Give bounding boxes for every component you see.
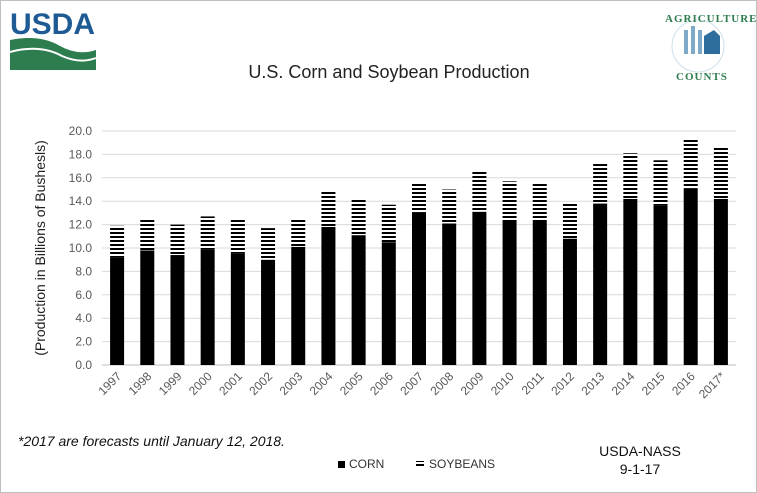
legend-soybeans-swatch (416, 461, 424, 468)
bar-corn-2007 (412, 212, 426, 365)
bar-soybeans-2002 (261, 228, 276, 260)
usda-logo: USDA (9, 8, 97, 70)
y-tick-label: 18.0 (69, 147, 93, 161)
x-tick-label: 2014 (609, 369, 638, 398)
bar-corn-2003 (291, 246, 306, 365)
bar-corn-2008 (442, 223, 457, 365)
bar-soybeans-2000 (200, 216, 215, 250)
y-tick-label: 20.0 (69, 124, 93, 138)
y-tick-label: 16.0 (69, 171, 93, 185)
bar-corn-2005 (351, 235, 366, 365)
bar-corn-2000 (200, 249, 215, 365)
bar-soybeans-2016 (683, 138, 698, 189)
x-tick-label: 2007 (397, 369, 426, 398)
bar-corn-2010 (502, 219, 517, 365)
x-tick-label: 2002 (246, 369, 275, 398)
chart-title: U.S. Corn and Soybean Production (248, 62, 529, 82)
bar-soybeans-2010 (502, 181, 517, 220)
bar-soybeans-2005 (351, 198, 366, 236)
source-date: 9-1-17 (620, 461, 661, 477)
seal-top-text: AGRICULTURE (665, 13, 757, 25)
bar-corn-2009 (472, 211, 487, 365)
y-tick-label: 0.0 (75, 358, 92, 372)
x-tick-label: 1998 (126, 369, 155, 398)
legend-soybeans-label: SOYBEANS (429, 457, 495, 471)
bar-soybeans-2007 (412, 182, 426, 213)
x-tick-label: 2015 (639, 369, 668, 398)
x-tick-label: 2006 (367, 369, 396, 398)
seal-barn-icon (704, 30, 720, 54)
bar-soybeans-2004 (321, 190, 336, 227)
bar-soybeans-2001 (230, 219, 245, 254)
bar-soybeans-2009 (472, 171, 487, 212)
bar-soybeans-2013 (593, 163, 608, 204)
seal-silo-icon (684, 30, 688, 54)
x-tick-label: 2000 (186, 369, 215, 398)
bar-corn-2015 (653, 205, 668, 365)
bar-soybeans-2003 (291, 218, 306, 247)
y-axis-label: (Production in Billions of Bushesls) (32, 140, 48, 356)
bars (110, 138, 728, 365)
bar-soybeans-1999 (170, 224, 185, 256)
bar-soybeans-2015 (653, 160, 668, 206)
y-tick-label: 12.0 (69, 218, 93, 232)
legend: CORN SOYBEANS (338, 457, 495, 471)
y-tick-label: 10.0 (69, 241, 93, 255)
usda-logo-field-icon (10, 38, 96, 70)
x-axis-ticks: 1997 1998 1999 2000 2001 2002 2003 2004 2005 2006… (95, 369, 728, 401)
bar-soybeans-2012 (562, 203, 577, 239)
y-tick-label: 8.0 (75, 264, 92, 278)
bar-corn-2016 (683, 188, 698, 365)
bar-soybeans-2014 (623, 153, 638, 199)
bar-soybeans-2006 (381, 204, 396, 243)
x-tick-label: 2009 (458, 369, 487, 398)
bar-corn-2001 (230, 253, 245, 365)
x-tick-label: 2003 (277, 369, 306, 398)
bar-soybeans-2017 (713, 147, 728, 199)
bar-soybeans-1998 (140, 218, 155, 251)
x-tick-label: 2016 (669, 369, 698, 398)
x-tick-label: 2008 (428, 369, 457, 398)
y-tick-label: 6.0 (75, 288, 92, 302)
x-tick-label: 2011 (519, 369, 547, 397)
bar-corn-2002 (261, 259, 276, 365)
bar-corn-2004 (321, 226, 336, 365)
forecast-footnote: *2017 are forecasts until January 12, 20… (18, 433, 285, 449)
bar-corn-2006 (381, 242, 396, 365)
x-tick-label: 2010 (488, 369, 517, 398)
y-axis-ticks: 0.0 2.0 4.0 6.0 8.0 10.0 12.0 14.0 16.0 18.0 20.0 (69, 124, 93, 372)
bar-corn-1999 (170, 255, 185, 365)
x-tick-label: 2012 (548, 369, 577, 398)
x-tick-label: 2013 (578, 369, 607, 398)
legend-corn-label: CORN (349, 457, 384, 471)
bar-corn-2014 (623, 198, 638, 365)
y-tick-label: 4.0 (75, 311, 92, 325)
usda-logo-furrow-icon (9, 47, 97, 62)
bar-soybeans-2008 (442, 189, 457, 224)
y-tick-label: 14.0 (69, 194, 93, 208)
bar-corn-2012 (562, 238, 577, 365)
bar-corn-2011 (532, 219, 547, 365)
bar-corn-1997 (110, 257, 125, 365)
source-agency: USDA-NASS (599, 443, 681, 459)
bar-corn-2013 (593, 203, 608, 365)
legend-corn-swatch (338, 461, 345, 468)
bar-corn-1998 (140, 250, 155, 365)
x-tick-label: 2001 (216, 369, 245, 398)
bar-soybeans-1997 (110, 225, 125, 258)
seal-bottom-text: COUNTS (676, 71, 728, 83)
bar-soybeans-2011 (532, 183, 547, 220)
x-tick-label: 1997 (95, 369, 124, 398)
bar-corn-2017 (713, 198, 728, 365)
x-tick-label: 2004 (307, 369, 336, 398)
agriculture-counts-seal: AGRICULTURE COUNTS (665, 13, 757, 83)
usda-logo-wordmark: USDA (10, 8, 95, 41)
x-tick-label: 2017* (696, 369, 728, 401)
x-tick-label: 1999 (156, 369, 185, 398)
y-tick-label: 2.0 (75, 335, 92, 349)
x-tick-label: 2005 (337, 369, 366, 398)
